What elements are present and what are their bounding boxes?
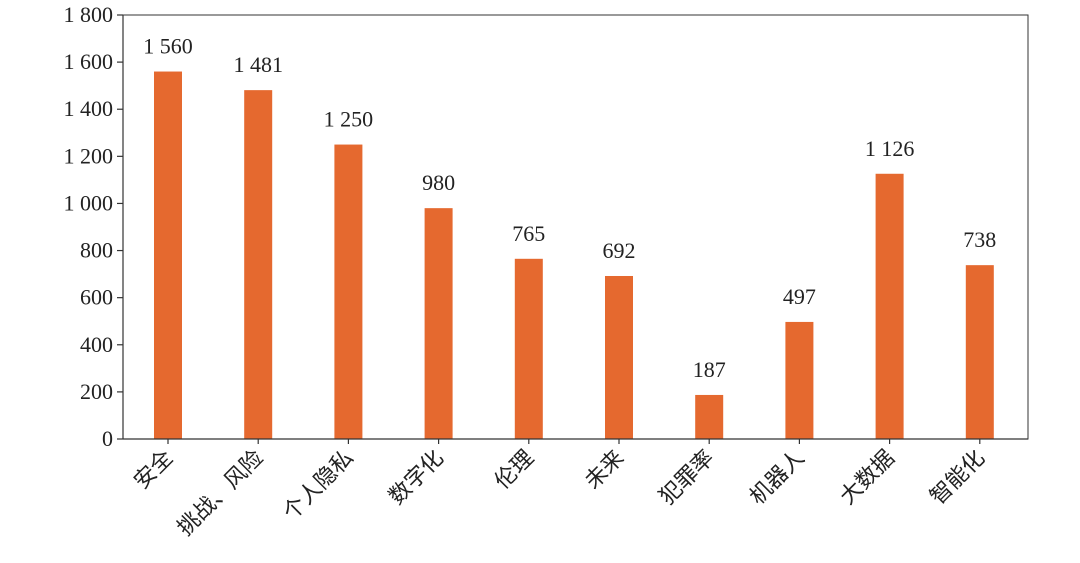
data-label: 1 560 <box>143 34 193 59</box>
data-labels-group: 1 560 1 481 1 250 980 765 692 187 497 1 126 738 <box>143 34 996 382</box>
y-tick-label: 1 000 <box>64 190 114 215</box>
x-tick-label: 未来 <box>580 446 629 495</box>
y-tick-label: 0 <box>102 426 113 451</box>
y-tick-label: 800 <box>80 238 113 263</box>
data-label: 1 250 <box>324 107 374 132</box>
data-label: 1 126 <box>865 136 915 161</box>
x-tick-label: 安全 <box>129 446 178 495</box>
data-label: 980 <box>422 170 455 195</box>
x-tick-label: 智能化 <box>926 446 990 510</box>
y-axis: 0 200 400 600 800 1 000 1 200 1 400 1 600 1 800 <box>64 2 124 451</box>
data-label: 497 <box>783 284 816 309</box>
bar <box>875 173 904 439</box>
y-tick-label: 1 800 <box>64 2 114 27</box>
x-tick-label: 机器人 <box>745 446 809 510</box>
data-label: 738 <box>963 227 996 252</box>
bar <box>154 71 182 440</box>
x-tick-label: 伦理 <box>490 446 539 495</box>
x-tick-label: 犯罪率 <box>655 446 719 510</box>
bar <box>785 321 814 439</box>
y-tick-label: 200 <box>80 379 113 404</box>
data-label: 692 <box>603 238 636 263</box>
bar <box>965 265 994 439</box>
x-tick-label: 大数据 <box>835 446 899 510</box>
bar <box>244 90 273 440</box>
data-label: 765 <box>512 221 545 246</box>
data-label: 187 <box>693 357 726 382</box>
x-tick-label: 数字化 <box>384 446 448 510</box>
y-tick-label: 600 <box>80 285 113 310</box>
data-label: 1 481 <box>233 52 283 77</box>
bar <box>334 144 363 440</box>
y-tick-label: 1 400 <box>64 96 114 121</box>
bar <box>514 258 543 439</box>
y-tick-label: 400 <box>80 332 113 357</box>
bar <box>695 394 724 439</box>
bar <box>605 275 633 439</box>
y-tick-label: 1 600 <box>64 49 114 74</box>
x-tick-label: 挑战、风险 <box>173 446 268 541</box>
y-tick-label: 1 200 <box>64 143 114 168</box>
x-tick-label: 个人隐私 <box>279 446 359 526</box>
bar <box>424 208 453 439</box>
bars-group <box>154 71 994 440</box>
